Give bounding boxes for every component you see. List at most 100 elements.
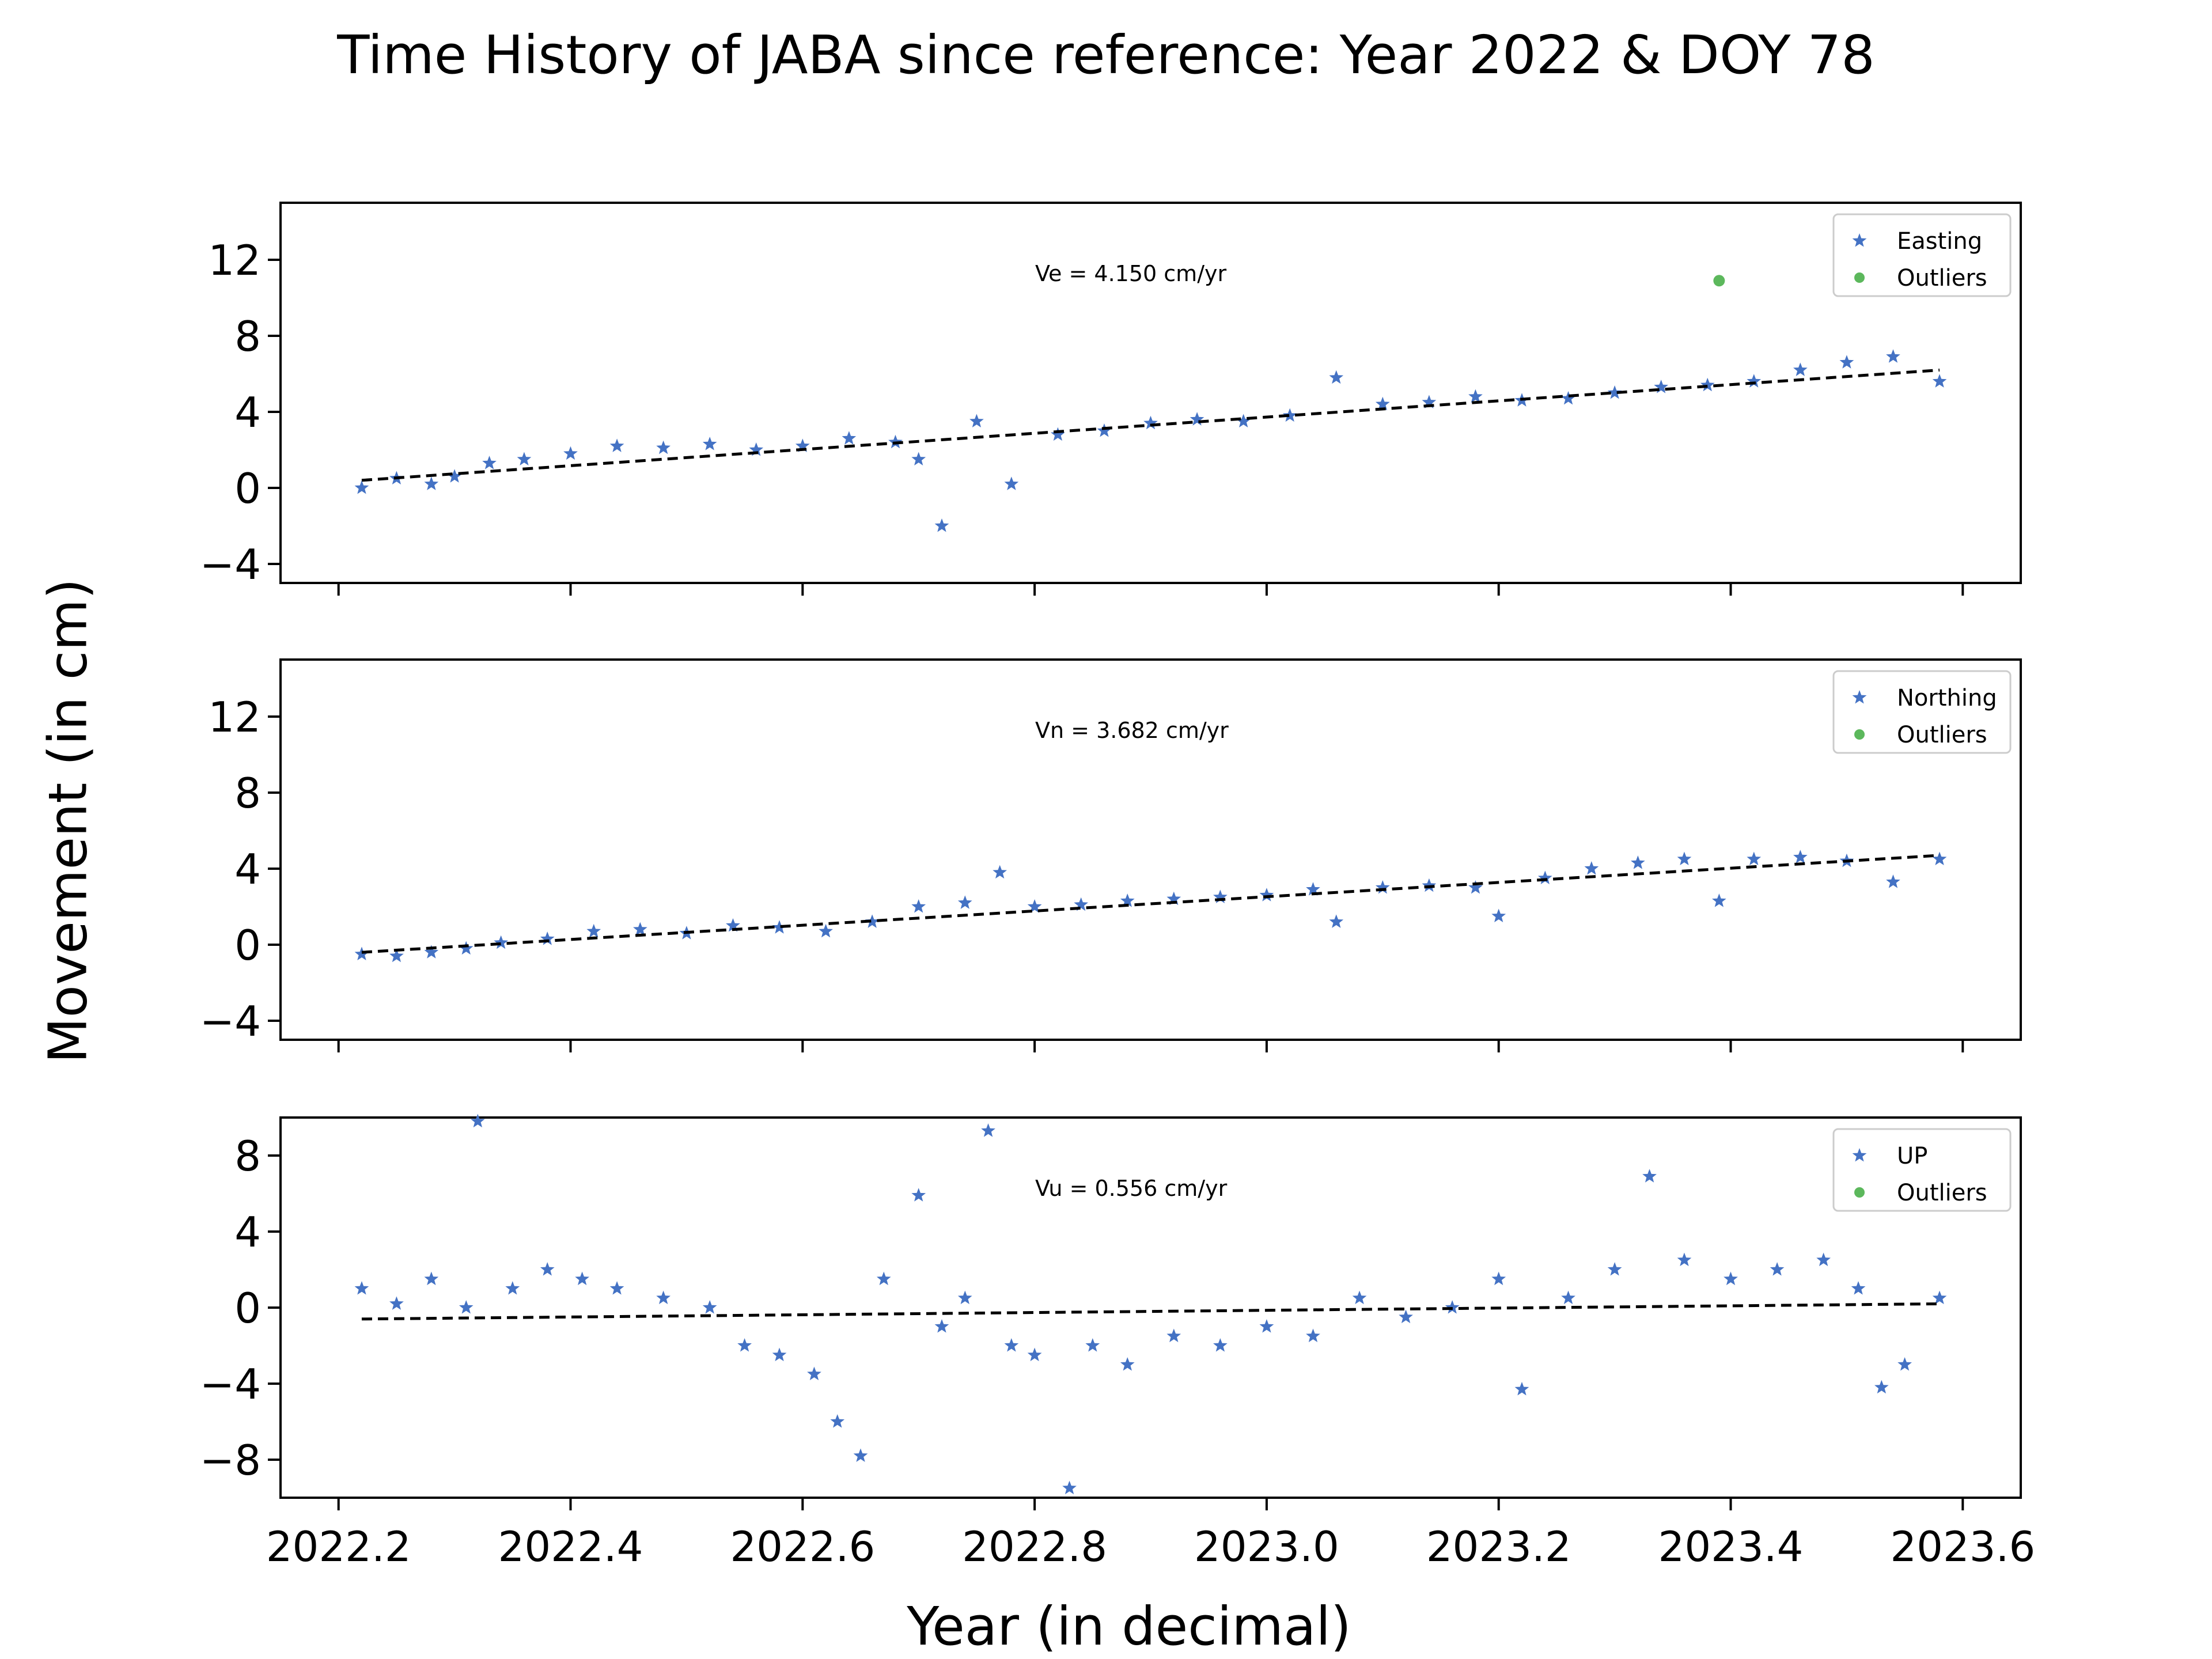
data-point [1399, 1309, 1413, 1323]
data-point [1654, 380, 1668, 393]
data-point [1120, 893, 1135, 907]
data-point [1607, 385, 1622, 399]
data-point [737, 1338, 752, 1352]
data-point [1631, 855, 1645, 869]
data-point [1468, 880, 1483, 894]
data-point [1747, 851, 1762, 865]
data-point [772, 920, 787, 934]
data-point [1816, 1252, 1831, 1266]
data-point [1329, 370, 1344, 384]
data-point [540, 931, 555, 945]
legend-data-marker [1852, 690, 1867, 704]
data-point [702, 437, 717, 450]
data-point [1166, 891, 1181, 906]
data-point [609, 438, 624, 452]
data-point [1932, 851, 1947, 865]
legend-box [1832, 670, 2012, 754]
y-tick-label: −4 [200, 540, 261, 589]
y-tick-label: 8 [234, 769, 261, 817]
data-point [1213, 889, 1228, 903]
y-tick-label: −4 [200, 997, 261, 1046]
legend-label: Outliers [1897, 722, 1987, 748]
legend-label: Northing [1897, 685, 1997, 711]
trend-line [361, 1302, 1940, 1321]
data-point [1514, 1381, 1529, 1396]
data-point [807, 1366, 821, 1380]
legend-box [1832, 1128, 2012, 1212]
data-point [1468, 389, 1483, 403]
data-point [1190, 412, 1205, 426]
data-point [1874, 1380, 1889, 1394]
northing-panel: −4 0 4 8 12 Vn = 3.682 cm/yr Northing Outliers [200, 658, 2022, 1052]
figure-title: Time History of JABA since reference: Ye… [337, 24, 1875, 86]
x-tick-label: 2022.2 [266, 1522, 411, 1571]
x-tick-label: 2023.2 [1426, 1522, 1571, 1571]
data-point [957, 895, 972, 909]
data-point [934, 518, 949, 532]
data-point [1793, 850, 1808, 863]
data-point [1851, 1281, 1866, 1295]
plot-area [279, 1116, 2022, 1499]
x-tick-label: 2022.6 [730, 1522, 875, 1571]
data-point [830, 1414, 845, 1428]
data-point [1027, 899, 1042, 913]
x-axis-label: Year (in decimal) [907, 1596, 1351, 1657]
data-point [981, 1123, 995, 1137]
y-tick-label: −8 [200, 1436, 261, 1484]
data-point [1306, 1328, 1320, 1342]
legend-label: Easting [1897, 228, 1982, 255]
legend-outlier-marker [1854, 272, 1865, 283]
easting-panel: −4 0 4 8 12 Ve = 4.150 cm/yr Easting Outliers [200, 202, 2022, 596]
data-point [1677, 851, 1692, 865]
data-point [1422, 878, 1437, 892]
data-point [1143, 415, 1158, 430]
data-point [1886, 874, 1900, 888]
data-point [459, 941, 474, 955]
y-tick-label: 4 [234, 845, 261, 893]
data-point [1213, 1338, 1228, 1352]
data-point [819, 923, 833, 938]
velocity-annotation: Vn = 3.682 cm/yr [1035, 718, 1229, 743]
data-point [1932, 1290, 1947, 1304]
data-point [1607, 1262, 1622, 1276]
data-point [1097, 423, 1112, 437]
y-tick-label: 4 [234, 388, 261, 437]
y-tick-label: 0 [234, 1284, 261, 1332]
data-point [842, 431, 857, 445]
data-point [609, 1281, 624, 1295]
data-point [471, 1113, 485, 1128]
data-point [1259, 888, 1274, 902]
velocity-annotation: Ve = 4.150 cm/yr [1035, 261, 1226, 286]
data-point [993, 865, 1007, 879]
x-tick-label: 2022.4 [498, 1522, 643, 1571]
data-point [575, 1271, 589, 1285]
data-point [1352, 1290, 1367, 1304]
data-point [1085, 1338, 1100, 1352]
data-point [1642, 1169, 1657, 1183]
plot-area [279, 658, 2022, 1041]
data-point [911, 452, 926, 465]
y-tick-label: 0 [234, 921, 261, 969]
data-point [1491, 1271, 1506, 1285]
data-point [505, 1281, 520, 1295]
data-point [389, 1296, 404, 1310]
data-point [517, 452, 532, 465]
up-panel: −8 −4 0 4 8 2022.2 2022.4 2022.6 2022.8 2023.0 202… [200, 1113, 2035, 1571]
legend-label: Outliers [1897, 265, 1987, 291]
data-point [1932, 374, 1947, 388]
data-point [494, 935, 508, 949]
data-point [1051, 427, 1065, 441]
data-point [1839, 355, 1854, 369]
data-point [911, 1188, 926, 1202]
data-point [354, 480, 369, 494]
data-point [586, 923, 601, 938]
data-point [1897, 1357, 1912, 1371]
data-point [888, 434, 903, 449]
data-point [1422, 395, 1437, 408]
data-point [1561, 391, 1575, 405]
legend-data-marker [1852, 1148, 1867, 1162]
data-point [1259, 1319, 1274, 1333]
data-point [1236, 414, 1251, 427]
data-point [447, 469, 462, 483]
